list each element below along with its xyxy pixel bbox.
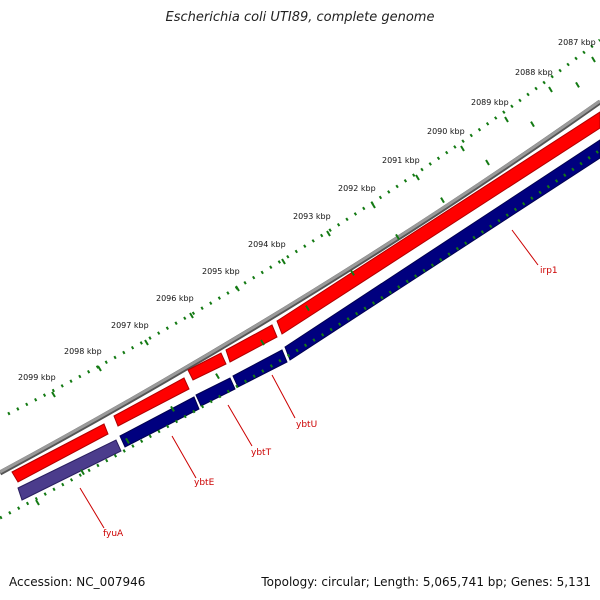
reverse-gene-fyuA[interactable] xyxy=(17,439,122,501)
ruler-label: 2098 kbp xyxy=(64,347,102,356)
outer-major-ticks xyxy=(51,56,596,398)
inner-major-tick xyxy=(35,499,40,506)
ybtU-leader xyxy=(271,374,296,419)
inner-major-tick xyxy=(530,121,535,128)
ruler-major-tick xyxy=(189,312,194,319)
backbone xyxy=(0,99,600,474)
gene-label-lines xyxy=(79,229,539,529)
topology-text: Topology: circular; Length: 5,065,741 bp… xyxy=(261,575,591,589)
reverse-gene-ybtE[interactable] xyxy=(119,396,200,448)
ruler-major-tick xyxy=(97,365,102,372)
gene-label-ybtU[interactable]: ybtU xyxy=(296,420,317,430)
reverse-gene-ybtU[interactable] xyxy=(232,349,288,388)
ruler-label: 2096 kbp xyxy=(156,294,194,303)
inner-major-tick xyxy=(215,373,220,380)
inner-major-tick xyxy=(305,305,310,312)
map-title: Escherichia coli UTI89, complete genome xyxy=(165,10,435,25)
ruler-label: 2094 kbp xyxy=(248,240,286,249)
ruler-major-tick xyxy=(51,391,56,398)
inner-major-tick xyxy=(125,437,130,444)
ruler-major-tick xyxy=(144,339,149,346)
forward-gene-2[interactable] xyxy=(113,377,190,427)
ruler-major-tick xyxy=(548,86,553,93)
ruler-major-tick xyxy=(415,174,420,181)
ruler-major-tick xyxy=(281,258,286,265)
inner-major-tick xyxy=(260,339,265,346)
reverse-strand xyxy=(17,139,600,501)
irp1-leader xyxy=(511,229,539,266)
ruler-label: 2088 kbp xyxy=(515,68,553,77)
accession-text: Accession: NC_007946 xyxy=(9,575,146,589)
ruler-major-tick xyxy=(235,285,240,292)
inner-major-tick xyxy=(485,159,490,166)
ruler-label: 2087 kbp xyxy=(558,38,596,47)
gene-label-irp1[interactable]: irp1 xyxy=(540,266,558,276)
backbone-shadow xyxy=(0,99,600,476)
ruler-major-tick xyxy=(326,230,331,237)
gene-label-ybtT[interactable]: ybtT xyxy=(251,448,272,458)
forward-gene-4[interactable] xyxy=(225,324,278,363)
ruler-label: 2099 kbp xyxy=(18,373,56,382)
fyuA-leader xyxy=(79,487,105,529)
ruler-major-tick xyxy=(504,116,509,123)
inner-major-tick xyxy=(80,469,85,476)
outer-tick-ring xyxy=(7,38,600,416)
forward-gene-1[interactable] xyxy=(11,423,109,483)
forward-strand xyxy=(11,111,600,483)
inner-major-tick xyxy=(575,81,580,88)
ruler-label: 2089 kbp xyxy=(471,98,509,107)
inner-major-tick xyxy=(350,269,355,276)
forward-gene-5[interactable] xyxy=(276,111,600,335)
ruler-label: 2097 kbp xyxy=(111,321,149,330)
ruler-label: 2092 kbp xyxy=(338,184,376,193)
ruler-label: 2093 kbp xyxy=(293,212,331,221)
ruler-label: 2090 kbp xyxy=(427,127,465,136)
inner-major-tick xyxy=(395,233,400,240)
reverse-gene-irp1[interactable] xyxy=(284,139,600,361)
reverse-gene-ybtT[interactable] xyxy=(195,377,236,407)
inner-major-tick xyxy=(440,197,445,204)
ybtE-leader xyxy=(171,435,197,479)
ruler-label: 2095 kbp xyxy=(202,267,240,276)
inner-major-ticks xyxy=(35,81,580,506)
ybtT-leader xyxy=(227,404,253,447)
gene-label-fyuA[interactable]: fyuA xyxy=(103,529,124,539)
ruler-major-tick xyxy=(591,56,596,63)
ruler-labels: 2087 kbp 2088 kbp 2089 kbp 2090 kbp 2091 kbp… xyxy=(18,38,596,382)
forward-gene-3[interactable] xyxy=(187,352,227,381)
ruler-major-tick xyxy=(460,145,465,152)
gene-label-ybtE[interactable]: ybtE xyxy=(194,478,215,488)
ruler-major-tick xyxy=(371,202,376,209)
ruler-label: 2091 kbp xyxy=(382,156,420,165)
inner-major-tick xyxy=(170,405,175,412)
